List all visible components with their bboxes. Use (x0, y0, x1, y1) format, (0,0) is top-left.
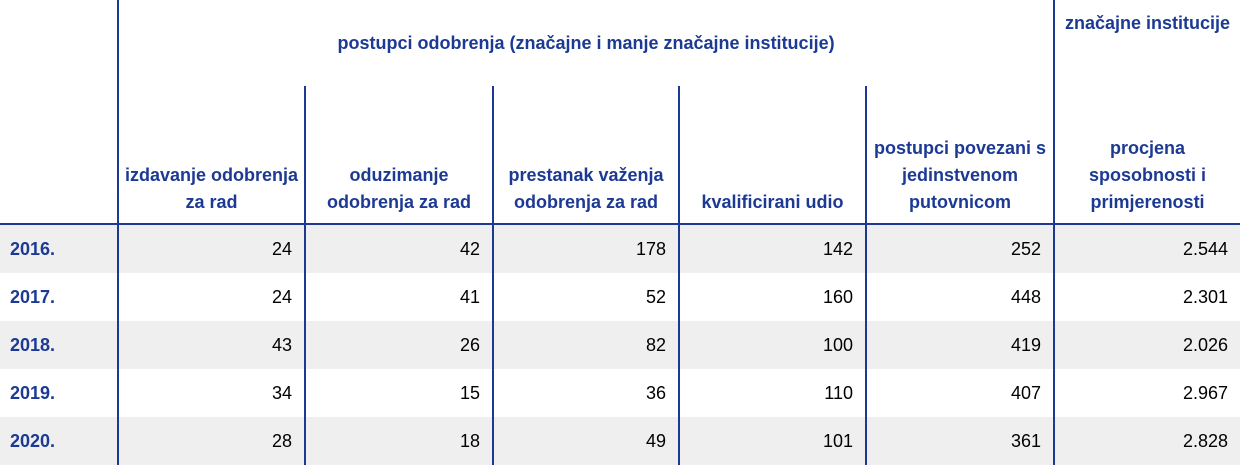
table-cell: 110 (678, 369, 866, 417)
table-cell: 24 (117, 224, 305, 273)
corner-cell-lower (0, 86, 118, 225)
column-header: oduzimanje odobrenja za rad (304, 86, 493, 225)
column-header: procjena sposobnosti i primjerenosti (1053, 86, 1240, 225)
table-row: 2017. 24 41 52 160 448 2.301 (0, 273, 1240, 321)
table-cell: 252 (864, 224, 1055, 273)
row-year: 2018. (0, 321, 118, 369)
group-header-significant-institutions: značajne institucije (1053, 0, 1240, 86)
row-year: 2019. (10, 382, 56, 403)
column-header: prestanak važenja odobrenja za rad (492, 86, 679, 225)
table-row: 2019. 34 15 36 110 407 2.967 (0, 369, 1240, 417)
table-cell: 26 (304, 321, 493, 369)
table-cell: 28 (117, 417, 305, 465)
table-cell: 2.026 (1053, 321, 1240, 369)
table-cell: 178 (492, 224, 679, 273)
table-cell: 42 (304, 224, 493, 273)
table-cell: 361 (864, 417, 1055, 465)
table-cell: 24 (117, 273, 305, 321)
table-cell: 160 (678, 273, 866, 321)
row-year: 2016. (0, 224, 118, 273)
corner-cell (0, 0, 118, 86)
table-cell: 2.544 (1053, 224, 1240, 273)
table-cell: 41 (304, 273, 493, 321)
table-cell: 52 (492, 273, 679, 321)
table-row: 2020. 28 18 49 101 361 2.828 (0, 417, 1240, 465)
table-cell: 43 (117, 321, 305, 369)
table-cell: 2.828 (1053, 417, 1240, 465)
column-header: izdavanje odobrenja za rad (117, 86, 305, 225)
row-year: 2020. (0, 417, 118, 465)
table-cell: 100 (678, 321, 866, 369)
table-cell: 49 (492, 417, 679, 465)
table-row: 2016. 24 42 178 142 252 2.544 (0, 224, 1240, 273)
column-header: kvalificirani udio (678, 86, 866, 225)
table-cell: 2.967 (1053, 369, 1240, 417)
table-cell: 142 (678, 224, 866, 273)
table-cell: 2.301 (1053, 273, 1240, 321)
group-header-authorisation-procedures: postupci odobrenja (značajne i manje zna… (116, 0, 1055, 86)
column-header: postupci povezani s jedinstvenom putovni… (864, 86, 1055, 225)
table-cell: 407 (864, 369, 1055, 417)
table-cell: 36 (492, 369, 679, 417)
table-cell: 419 (864, 321, 1055, 369)
table-cell: 18 (304, 417, 493, 465)
table-cell: 15 (304, 369, 493, 417)
row-year: 2017. (10, 286, 56, 307)
table-cell: 82 (492, 321, 679, 369)
table-row: 2018. 43 26 82 100 419 2.026 (0, 321, 1240, 369)
table-cell: 101 (678, 417, 866, 465)
table-cell: 34 (117, 369, 305, 417)
table-cell: 448 (864, 273, 1055, 321)
